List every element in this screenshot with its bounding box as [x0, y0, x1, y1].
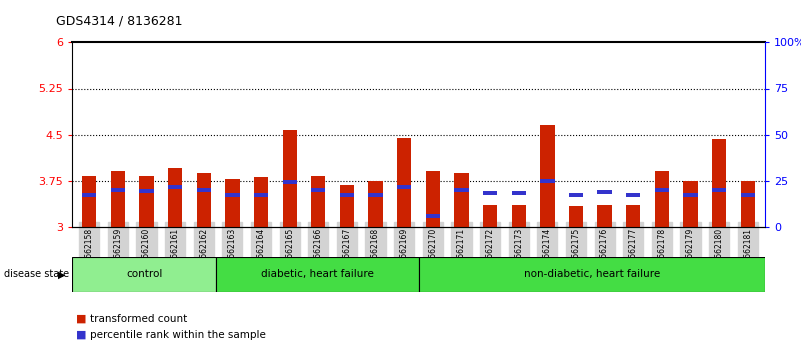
Bar: [741, 181, 755, 227]
Bar: [569, 206, 583, 227]
Bar: [741, 193, 755, 197]
Text: percentile rank within the sample: percentile rank within the sample: [90, 330, 266, 339]
Bar: [626, 193, 641, 197]
Bar: [139, 176, 154, 227]
Text: ■: ■: [76, 330, 87, 339]
Bar: [225, 179, 239, 227]
Bar: [454, 188, 469, 192]
Bar: [111, 188, 125, 192]
Bar: [418, 257, 765, 292]
Bar: [512, 191, 526, 195]
Bar: [483, 205, 497, 227]
Bar: [196, 188, 211, 192]
Bar: [168, 185, 183, 189]
Bar: [168, 168, 183, 227]
Bar: [254, 193, 268, 197]
Bar: [425, 214, 440, 218]
Bar: [283, 181, 297, 184]
Bar: [216, 257, 418, 292]
Bar: [425, 171, 440, 227]
Bar: [654, 171, 669, 227]
Bar: [483, 191, 497, 195]
Bar: [139, 189, 154, 193]
Bar: [225, 193, 239, 197]
Bar: [397, 138, 412, 227]
Text: disease state: disease state: [4, 269, 69, 279]
Bar: [569, 193, 583, 197]
Text: ■: ■: [76, 314, 87, 324]
Bar: [654, 188, 669, 192]
Bar: [598, 205, 612, 227]
Bar: [397, 185, 412, 189]
Bar: [598, 190, 612, 194]
Bar: [340, 193, 354, 197]
Bar: [83, 176, 96, 227]
Text: ▶: ▶: [58, 269, 65, 279]
Text: control: control: [126, 269, 163, 279]
Bar: [311, 188, 325, 192]
Bar: [368, 193, 383, 197]
Text: GDS4314 / 8136281: GDS4314 / 8136281: [56, 14, 183, 27]
Bar: [196, 173, 211, 227]
Bar: [72, 257, 216, 292]
Bar: [340, 185, 354, 227]
Text: transformed count: transformed count: [90, 314, 187, 324]
Bar: [83, 193, 96, 197]
Text: non-diabetic, heart failure: non-diabetic, heart failure: [524, 269, 660, 279]
Bar: [540, 125, 554, 227]
Bar: [683, 181, 698, 227]
Text: diabetic, heart failure: diabetic, heart failure: [261, 269, 374, 279]
Bar: [683, 193, 698, 197]
Bar: [626, 205, 641, 227]
Bar: [454, 173, 469, 227]
Bar: [311, 176, 325, 227]
Bar: [111, 171, 125, 227]
Bar: [712, 188, 727, 192]
Bar: [283, 130, 297, 227]
Bar: [368, 181, 383, 227]
Bar: [254, 177, 268, 227]
Bar: [712, 139, 727, 227]
Bar: [512, 205, 526, 227]
Bar: [540, 178, 554, 183]
